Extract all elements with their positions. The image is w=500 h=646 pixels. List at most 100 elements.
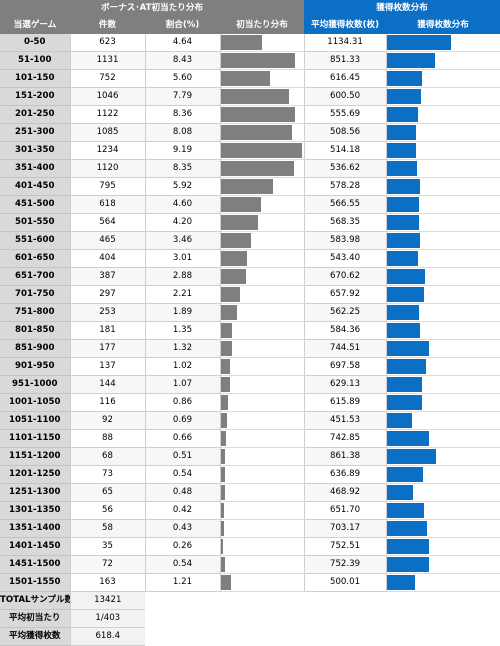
range-label: 551-600: [0, 231, 70, 250]
payout-bar-cell: [385, 213, 500, 232]
ratio-value: 0.86: [144, 393, 220, 412]
count-value: 65: [69, 483, 145, 502]
count-value: 404: [69, 249, 145, 268]
count-value: 92: [69, 411, 145, 430]
table-row: 451-500 618 4.60 566.55: [0, 195, 500, 214]
payout-bar: [387, 323, 420, 338]
count-value: 1085: [69, 123, 145, 142]
range-label: 1301-1350: [0, 501, 70, 520]
count-value: 564: [69, 213, 145, 232]
first-hit-bar: [221, 161, 295, 176]
range-label: 651-700: [0, 267, 70, 286]
first-hit-bar-cell: [219, 177, 305, 196]
payout-bar: [387, 89, 421, 104]
group-header-bonus-at: ボーナス･AT初当たり分布: [0, 0, 305, 17]
first-hit-bar: [221, 341, 233, 356]
payout-bar-cell: [385, 87, 500, 106]
avg-payout-value: 616.45: [303, 69, 387, 88]
first-hit-bar-cell: [219, 393, 305, 412]
first-hit-bar-cell: [219, 34, 305, 52]
count-value: 752: [69, 69, 145, 88]
avg-payout-value: 468.92: [303, 483, 387, 502]
range-label: 51-100: [0, 51, 70, 70]
count-value: 465: [69, 231, 145, 250]
payout-bar-cell: [385, 51, 500, 70]
payout-bar-cell: [385, 447, 500, 466]
range-label: 951-1000: [0, 375, 70, 394]
first-hit-bar: [221, 377, 230, 392]
range-label: 601-650: [0, 249, 70, 268]
table-row: 801-850 181 1.35 584.36: [0, 321, 500, 340]
payout-bar-cell: [385, 321, 500, 340]
count-value: 1234: [69, 141, 145, 160]
first-hit-bar-cell: [219, 141, 305, 160]
ratio-value: 0.51: [144, 447, 220, 466]
payout-bar: [387, 341, 429, 356]
count-value: 177: [69, 339, 145, 358]
ratio-value: 8.08: [144, 123, 220, 142]
payout-bar: [387, 503, 424, 518]
avg-payout-value: 697.58: [303, 357, 387, 376]
payout-bar-cell: [385, 573, 500, 592]
ratio-value: 1.21: [144, 573, 220, 592]
first-hit-bar-cell: [219, 267, 305, 286]
avg-payout-value: 568.35: [303, 213, 387, 232]
count-value: 253: [69, 303, 145, 322]
summary-blank: [145, 627, 500, 646]
payout-bar: [387, 251, 418, 266]
first-hit-bar: [221, 521, 225, 536]
ratio-value: 0.54: [144, 465, 220, 484]
col-header-avg-payout: 平均獲得枚数(枚): [304, 17, 387, 34]
table-row: 351-400 1120 8.35 536.62: [0, 159, 500, 178]
range-label: 1101-1150: [0, 429, 70, 448]
avg-payout-value: 583.98: [303, 231, 387, 250]
avg-payout-value: 584.36: [303, 321, 387, 340]
payout-bar-cell: [385, 231, 500, 250]
table-row: 1301-1350 56 0.42 651.70: [0, 501, 500, 520]
avg-payout-value: 742.85: [303, 429, 387, 448]
range-label: 151-200: [0, 87, 70, 106]
avg-payout-value: 752.39: [303, 555, 387, 574]
range-label: 801-850: [0, 321, 70, 340]
first-hit-bar: [221, 143, 302, 158]
table-row: 401-450 795 5.92 578.28: [0, 177, 500, 196]
payout-bar-cell: [385, 159, 500, 178]
ratio-value: 5.60: [144, 69, 220, 88]
first-hit-bar-cell: [219, 321, 305, 340]
payout-bar-cell: [385, 303, 500, 322]
avg-payout-value: 555.69: [303, 105, 387, 124]
table-row: 0-50 623 4.64 1134.31: [0, 34, 500, 52]
payout-bar-cell: [385, 429, 500, 448]
first-hit-bar: [221, 359, 230, 374]
first-hit-bar: [221, 233, 252, 248]
payout-bar: [387, 431, 429, 446]
first-hit-bar-cell: [219, 231, 305, 250]
ratio-value: 4.20: [144, 213, 220, 232]
avg-payout-value: 508.56: [303, 123, 387, 142]
payout-bar-cell: [385, 177, 500, 196]
ratio-value: 8.43: [144, 51, 220, 70]
table-row: 751-800 253 1.89 562.25: [0, 303, 500, 322]
range-label: 1251-1300: [0, 483, 70, 502]
first-hit-bar-cell: [219, 195, 305, 214]
payout-bar: [387, 233, 420, 248]
range-label: 351-400: [0, 159, 70, 178]
table-row: 201-250 1122 8.36 555.69: [0, 105, 500, 124]
range-label: 701-750: [0, 285, 70, 304]
payout-bar-cell: [385, 357, 500, 376]
payout-bar: [387, 395, 422, 410]
payout-bar: [387, 179, 420, 194]
first-hit-bar-cell: [219, 249, 305, 268]
count-value: 116: [69, 393, 145, 412]
first-hit-bar: [221, 53, 296, 68]
avg-payout-value: 1134.31: [303, 34, 387, 52]
first-hit-bar-cell: [219, 213, 305, 232]
range-label: 1501-1550: [0, 573, 70, 592]
first-hit-bar: [221, 197, 262, 212]
table-row: 1151-1200 68 0.51 861.38: [0, 447, 500, 466]
table-row: 51-100 1131 8.43 851.33: [0, 51, 500, 70]
payout-bar-cell: [385, 411, 500, 430]
summary-blank: [145, 609, 500, 628]
payout-bar-cell: [385, 69, 500, 88]
